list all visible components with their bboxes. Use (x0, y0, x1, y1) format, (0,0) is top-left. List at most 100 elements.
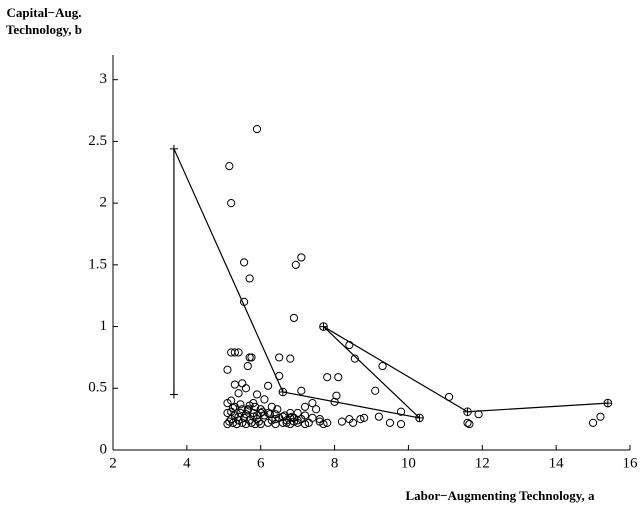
y-tick-label: 2 (100, 195, 108, 211)
point (297, 253, 306, 262)
line (173, 148, 420, 419)
point (308, 398, 317, 408)
point (378, 361, 387, 371)
y-tick-label: 2.5 (88, 133, 107, 149)
point (286, 354, 295, 363)
point (334, 373, 343, 382)
point (230, 402, 239, 411)
point (350, 354, 359, 363)
point (252, 411, 262, 420)
point (234, 348, 243, 357)
point (463, 418, 472, 427)
point (223, 398, 232, 408)
x-tick-label: 2 (109, 455, 117, 471)
point (267, 402, 276, 411)
point (271, 415, 280, 424)
line (323, 326, 608, 419)
point (319, 322, 328, 331)
point (239, 258, 249, 267)
point (291, 260, 300, 269)
point (227, 199, 236, 208)
point (236, 400, 245, 409)
point (337, 417, 347, 426)
point (345, 340, 354, 350)
point (596, 412, 605, 421)
x-tick-label: 8 (331, 455, 339, 471)
point (275, 353, 284, 362)
point (603, 398, 613, 408)
point (225, 161, 234, 171)
point (252, 390, 262, 399)
point (230, 348, 239, 357)
x-tick-label: 4 (183, 455, 191, 471)
y-tick-label: 1.5 (88, 256, 107, 272)
point (288, 412, 297, 421)
point (260, 395, 269, 404)
point (243, 406, 252, 415)
point (312, 405, 321, 414)
x-tick-label: 6 (257, 455, 265, 471)
point (247, 353, 256, 362)
point (300, 419, 310, 429)
point (271, 410, 280, 419)
point (228, 418, 238, 427)
point (243, 361, 252, 371)
point (265, 410, 275, 419)
point (297, 386, 306, 395)
point (258, 407, 267, 416)
point (169, 390, 178, 399)
point (256, 405, 265, 414)
x-tick-label: 10 (401, 455, 416, 471)
point (278, 387, 288, 397)
point (234, 389, 243, 398)
x-axis-label: Labor−Augmenting Technology, a (405, 488, 595, 503)
point (371, 386, 380, 395)
point (230, 380, 239, 389)
y-tick-label: 3 (100, 71, 108, 87)
point (465, 419, 474, 429)
y-tick-label: 1 (100, 318, 108, 334)
point (252, 124, 262, 134)
point (238, 418, 247, 427)
point (234, 412, 243, 421)
point (254, 417, 263, 426)
point (273, 405, 282, 414)
point (374, 412, 383, 421)
point (415, 413, 424, 423)
point (245, 401, 254, 410)
point (223, 408, 232, 418)
point (385, 418, 395, 427)
x-tick-label: 12 (475, 455, 490, 471)
point (251, 402, 260, 411)
point (315, 417, 324, 426)
point (308, 413, 317, 423)
point (245, 274, 254, 283)
point (348, 418, 358, 427)
point (293, 416, 302, 425)
point (332, 391, 341, 400)
point (300, 411, 310, 420)
y-axis-label: Technology, b (6, 22, 82, 37)
point (241, 384, 251, 393)
x-tick-label: 14 (549, 455, 565, 471)
point (588, 418, 598, 427)
y-tick-label: 0.5 (88, 380, 107, 396)
point (356, 415, 365, 424)
point (330, 397, 339, 406)
point (463, 407, 472, 417)
x-tick-label: 16 (623, 455, 639, 471)
point (238, 379, 247, 388)
point (256, 419, 265, 429)
point (360, 413, 369, 423)
point (264, 381, 273, 390)
point (396, 407, 406, 416)
point (228, 403, 238, 413)
point (396, 419, 406, 429)
point (225, 417, 234, 426)
point (300, 402, 310, 411)
y-axis-label: Capital−Aug. (7, 5, 82, 20)
point (323, 373, 332, 382)
point (286, 413, 295, 423)
point (289, 313, 299, 323)
